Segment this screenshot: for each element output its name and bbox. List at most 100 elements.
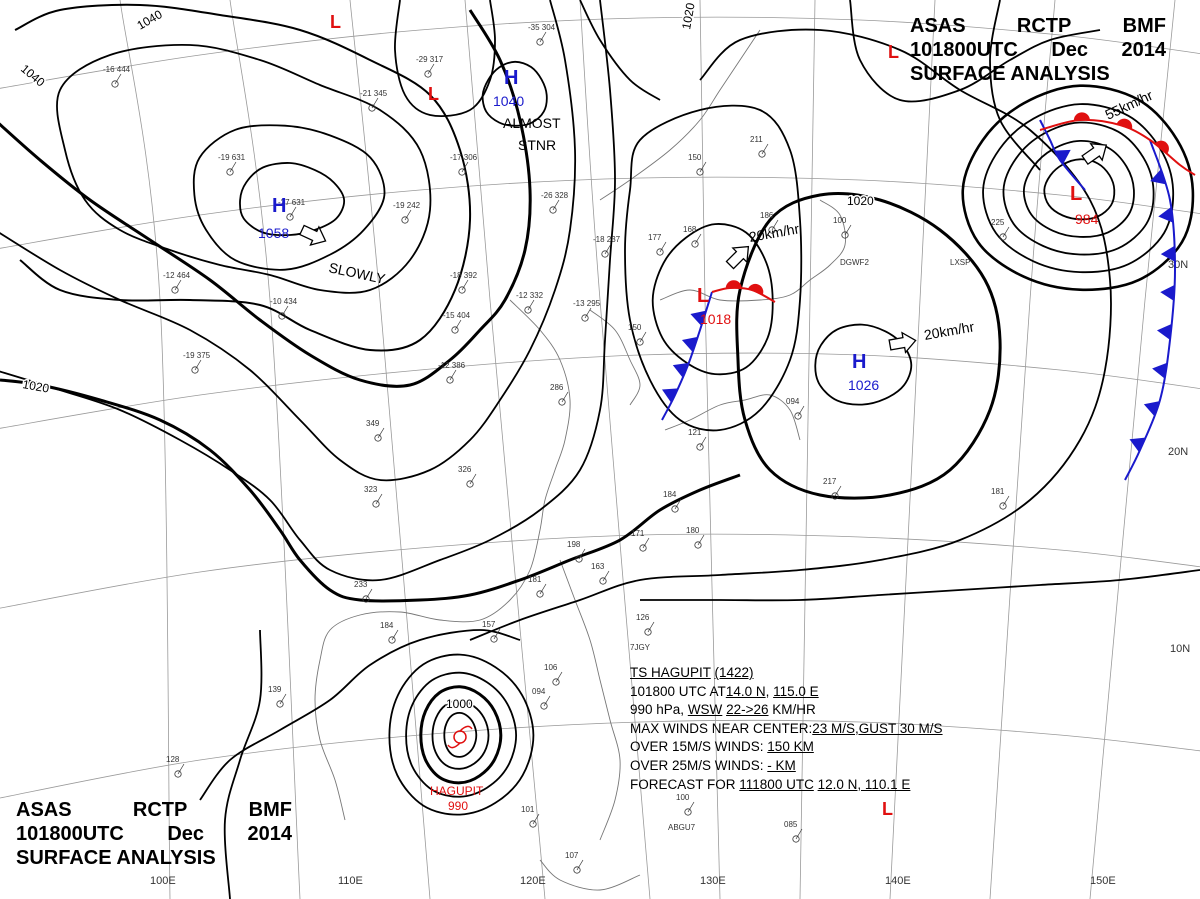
station-circle bbox=[794, 412, 802, 420]
station-circle bbox=[388, 636, 396, 644]
station-circle bbox=[174, 770, 182, 778]
station-value: -19 242 bbox=[393, 201, 421, 210]
station-circle bbox=[639, 544, 647, 552]
title-block-top: ASAS RCTP BMF 101800UTC Dec 2014 SURFACE… bbox=[910, 14, 1166, 86]
wind-barb bbox=[578, 548, 586, 560]
valid-time: 101800UTC bbox=[16, 823, 124, 845]
cold-front-barb bbox=[1129, 437, 1146, 453]
agency-code: ASAS bbox=[910, 15, 966, 37]
isobar-bold bbox=[0, 9, 532, 388]
station-value: 211 bbox=[750, 135, 763, 144]
station-circle bbox=[226, 168, 234, 176]
typhoon-name: HAGUPIT bbox=[430, 784, 484, 798]
station-value: -16 444 bbox=[103, 65, 131, 74]
grid-label: 20N bbox=[1168, 446, 1188, 458]
station-circle bbox=[999, 233, 1007, 241]
station-value: -18 237 bbox=[593, 235, 621, 244]
grid-label: 130E bbox=[700, 875, 726, 887]
product-name: SURFACE ANALYSIS bbox=[910, 63, 1110, 85]
longitude-line bbox=[119, 0, 171, 899]
low-center-symbol: L bbox=[882, 799, 893, 819]
station-circle bbox=[691, 240, 699, 248]
station-value: 180 bbox=[686, 526, 700, 535]
station-value: -19 631 bbox=[218, 153, 246, 162]
station-circle bbox=[278, 312, 286, 320]
low-center-symbol: L bbox=[428, 84, 439, 104]
wind-barb bbox=[279, 693, 287, 705]
wind-barb bbox=[699, 436, 707, 448]
wind-barb bbox=[427, 63, 435, 75]
station-value: 150 bbox=[688, 153, 702, 162]
product-name: SURFACE ANALYSIS bbox=[16, 847, 216, 869]
station-circle bbox=[768, 226, 776, 234]
wind-barb bbox=[844, 224, 852, 236]
station-value: 181 bbox=[528, 575, 542, 584]
station-value: 085 bbox=[784, 820, 798, 829]
cold-front-barb bbox=[1152, 362, 1168, 379]
station-value: 128 bbox=[166, 755, 180, 764]
longitude-line bbox=[889, 0, 936, 899]
isobar-1040 bbox=[14, 3, 472, 352]
station-value: 100 bbox=[676, 793, 690, 802]
station-value: 107 bbox=[565, 851, 579, 860]
isobar-ring bbox=[651, 223, 774, 376]
isobar bbox=[469, 28, 1112, 641]
station-circle bbox=[536, 590, 544, 598]
motion-text: STNR bbox=[518, 137, 556, 153]
low-center-symbol: L bbox=[697, 285, 709, 307]
station-circle bbox=[111, 80, 119, 88]
motion-arrow bbox=[299, 224, 327, 246]
station-value: -12 386 bbox=[438, 361, 466, 370]
isobar-ring bbox=[56, 43, 432, 294]
isobar-ring bbox=[443, 711, 478, 758]
wind-barb bbox=[771, 219, 779, 231]
wind-barb bbox=[584, 307, 592, 319]
isobar bbox=[579, 0, 661, 101]
isobar bbox=[639, 569, 1200, 602]
station-circle bbox=[529, 820, 537, 828]
wind-barb bbox=[602, 570, 610, 582]
isobar-label: 1020 bbox=[679, 1, 697, 30]
center-pressure-value: 1058 bbox=[258, 225, 289, 241]
station-value: 225 bbox=[991, 218, 1005, 227]
station-circle bbox=[368, 104, 376, 112]
isobar bbox=[849, 0, 1101, 103]
station-value: 326 bbox=[458, 465, 472, 474]
station-value: -21 345 bbox=[360, 89, 388, 98]
wind-barb bbox=[404, 209, 412, 221]
cold-front-barb bbox=[690, 310, 707, 326]
grid-label: 30N bbox=[1168, 259, 1188, 271]
station-value: 349 bbox=[366, 419, 380, 428]
station-value: -17 306 bbox=[450, 153, 478, 162]
station-value: 184 bbox=[380, 621, 394, 630]
station-circle bbox=[466, 480, 474, 488]
grid-label: 100E bbox=[150, 875, 176, 887]
cold-front-barb bbox=[1156, 323, 1172, 340]
station-value: 094 bbox=[532, 687, 546, 696]
station-value: -27 631 bbox=[278, 198, 306, 207]
station-circle bbox=[841, 231, 849, 239]
station-code: RCTP bbox=[1016, 15, 1072, 37]
isobar-ring bbox=[405, 671, 518, 798]
grid-label: 110E bbox=[338, 875, 363, 887]
wind-barb bbox=[697, 534, 705, 546]
coastline bbox=[559, 559, 621, 841]
station-circle bbox=[696, 443, 704, 451]
wind-barb bbox=[604, 243, 612, 255]
isobar-ring bbox=[982, 103, 1175, 274]
month: Dec bbox=[167, 823, 205, 845]
station-circle bbox=[573, 866, 581, 874]
longitude-line bbox=[799, 0, 816, 899]
wind-barb bbox=[576, 859, 584, 871]
wind-barb bbox=[177, 763, 185, 775]
wind-barb bbox=[281, 305, 289, 317]
wind-barb bbox=[639, 331, 647, 343]
longitude-line bbox=[1089, 0, 1176, 899]
cold-front-barb bbox=[1054, 149, 1071, 165]
station-circle bbox=[362, 595, 370, 603]
typhoon-header: TS HAGUPIT (1422) bbox=[630, 665, 754, 680]
wind-barb bbox=[1002, 226, 1010, 238]
station-plots: -35 304 -29 317 -21 345 -16 444 -19 631 -27 6… bbox=[103, 23, 1010, 874]
warm-front-bump bbox=[725, 280, 742, 289]
station-circle bbox=[424, 70, 432, 78]
